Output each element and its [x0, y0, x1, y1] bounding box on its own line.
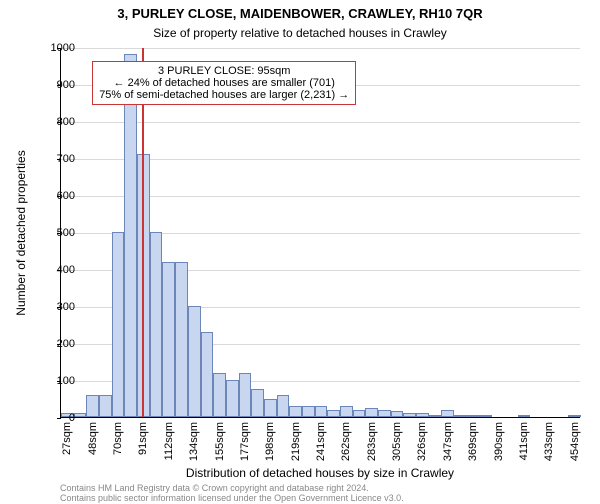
chart-subtitle: Size of property relative to detached ho…: [0, 26, 600, 40]
xtick-label: 112sqm: [163, 422, 175, 460]
grid-line: [61, 48, 580, 49]
plot-area: 27sqm48sqm70sqm91sqm112sqm134sqm155sqm17…: [60, 48, 580, 418]
histogram-bar: [239, 373, 252, 417]
histogram-bar: [124, 54, 137, 417]
xtick-label: 347sqm: [442, 422, 454, 461]
histogram-bar: [429, 415, 442, 417]
ytick-label: 100: [35, 375, 75, 387]
ytick-label: 0: [35, 412, 75, 424]
histogram-bar: [175, 262, 188, 417]
xtick-label: 134sqm: [188, 422, 200, 461]
histogram-bar: [480, 415, 493, 417]
y-axis-label-wrap: Number of detached properties: [14, 48, 28, 418]
histogram-bar: [365, 408, 378, 417]
xtick-label: 219sqm: [290, 422, 302, 461]
ytick-label: 1000: [35, 42, 75, 54]
histogram-bar: [226, 380, 239, 417]
footer-line-2: Contains public sector information licen…: [60, 494, 404, 504]
x-axis-label: Distribution of detached houses by size …: [60, 466, 580, 480]
footer-attribution: Contains HM Land Registry data © Crown c…: [60, 484, 404, 504]
xtick-label: 91sqm: [137, 422, 149, 455]
xtick-label: 177sqm: [239, 422, 251, 461]
histogram-bar: [277, 395, 290, 417]
histogram-bar: [201, 332, 214, 417]
histogram-bar: [391, 411, 404, 417]
histogram-bar: [315, 406, 328, 417]
grid-line: [61, 122, 580, 123]
ytick-label: 900: [35, 79, 75, 91]
xtick-label: 283sqm: [366, 422, 378, 461]
histogram-bar: [416, 413, 429, 417]
annotation-line: 3 PURLEY CLOSE: 95sqm: [99, 65, 349, 77]
xtick-label: 411sqm: [518, 422, 530, 460]
xtick-label: 454sqm: [569, 422, 581, 461]
annotation-box: 3 PURLEY CLOSE: 95sqm← 24% of detached h…: [92, 61, 356, 105]
ytick-label: 400: [35, 264, 75, 276]
histogram-bar: [327, 410, 340, 417]
histogram-bar: [378, 410, 391, 417]
histogram-bar: [162, 262, 175, 417]
xtick-label: 305sqm: [391, 422, 403, 461]
histogram-bar: [441, 410, 454, 417]
histogram-bar: [86, 395, 99, 417]
ytick-label: 600: [35, 190, 75, 202]
histogram-bar: [99, 395, 112, 417]
histogram-bar: [251, 389, 264, 417]
annotation-line: ← 24% of detached houses are smaller (70…: [99, 77, 349, 89]
histogram-bar: [188, 306, 201, 417]
histogram-bar: [289, 406, 302, 417]
histogram-bar: [467, 415, 480, 417]
ytick-label: 700: [35, 153, 75, 165]
histogram-bar: [340, 406, 353, 417]
histogram-bar: [150, 232, 163, 417]
annotation-line: 75% of semi-detached houses are larger (…: [99, 89, 349, 101]
histogram-bar: [264, 399, 277, 418]
xtick-label: 155sqm: [214, 422, 226, 461]
histogram-bar: [454, 415, 467, 417]
xtick-label: 241sqm: [315, 422, 327, 461]
xtick-label: 27sqm: [61, 422, 73, 455]
chart-container: 3, PURLEY CLOSE, MAIDENBOWER, CRAWLEY, R…: [0, 0, 600, 500]
chart-title: 3, PURLEY CLOSE, MAIDENBOWER, CRAWLEY, R…: [0, 6, 600, 21]
ytick-label: 800: [35, 116, 75, 128]
ytick-label: 300: [35, 301, 75, 313]
xtick-label: 262sqm: [340, 422, 352, 461]
histogram-bar: [112, 232, 125, 417]
y-axis-label: Number of detached properties: [14, 150, 28, 315]
xtick-label: 48sqm: [87, 422, 99, 455]
xtick-label: 433sqm: [543, 422, 555, 461]
histogram-bar: [518, 415, 531, 417]
xtick-label: 198sqm: [264, 422, 276, 461]
xtick-label: 390sqm: [493, 422, 505, 461]
histogram-bar: [568, 415, 581, 417]
histogram-bar: [213, 373, 226, 417]
histogram-bar: [302, 406, 315, 417]
histogram-bar: [403, 413, 416, 417]
ytick-label: 200: [35, 338, 75, 350]
xtick-label: 326sqm: [416, 422, 428, 461]
xtick-label: 70sqm: [112, 422, 124, 455]
xtick-label: 369sqm: [467, 422, 479, 461]
histogram-bar: [74, 413, 87, 417]
histogram-bar: [353, 410, 366, 417]
ytick-label: 500: [35, 227, 75, 239]
